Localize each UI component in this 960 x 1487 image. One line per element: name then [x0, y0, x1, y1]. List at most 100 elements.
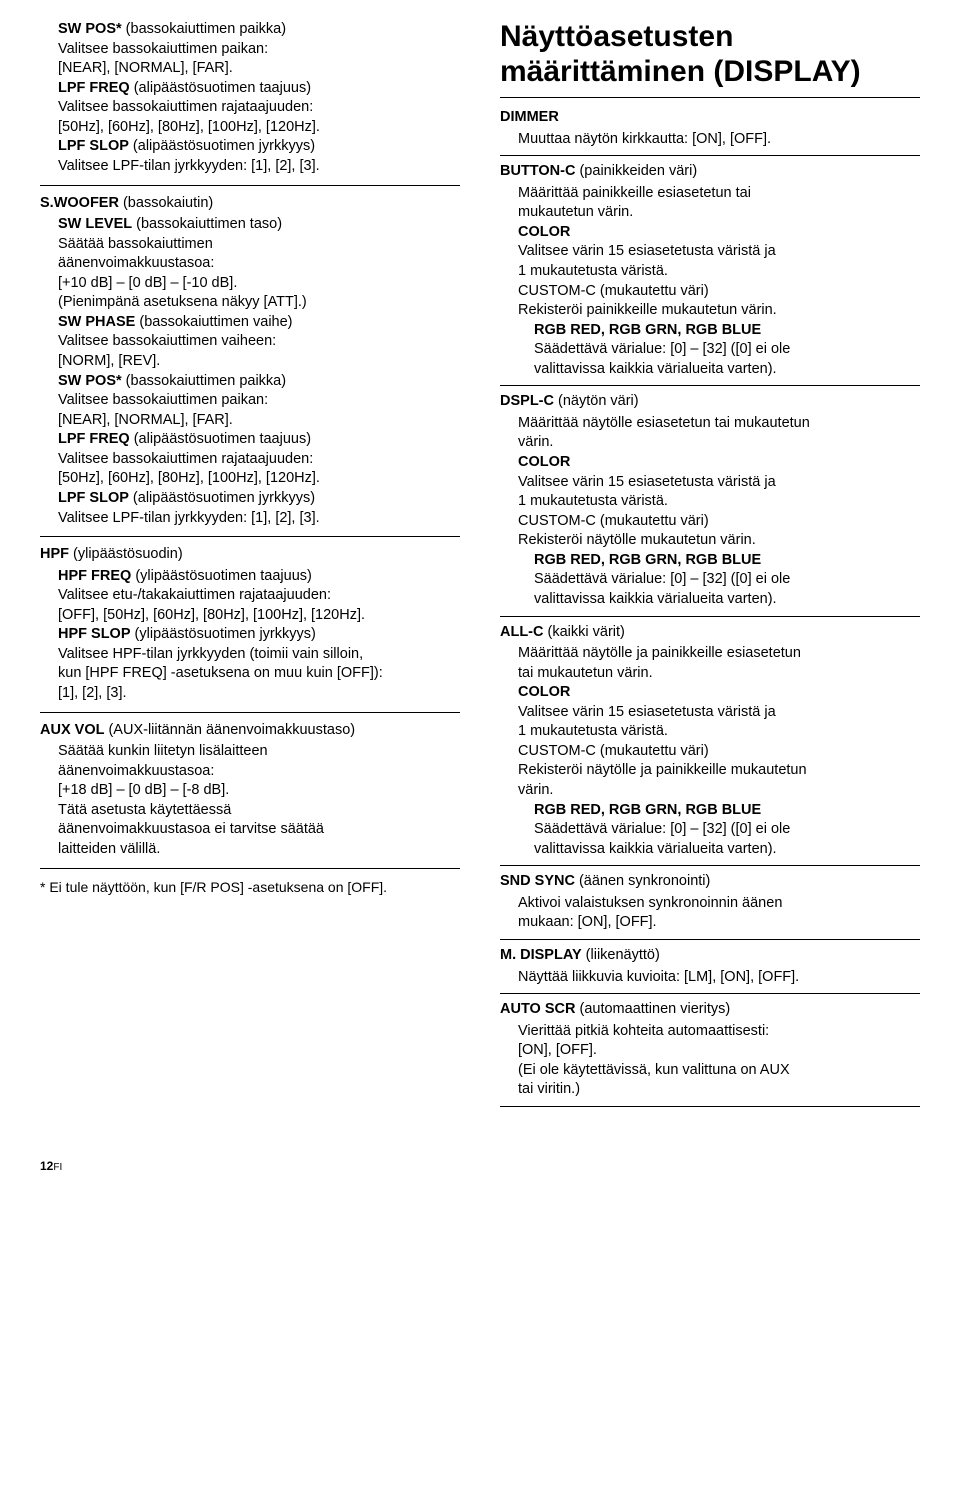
customc-head: CUSTOM-C (mukautettu väri) [518, 512, 920, 532]
line: mukautetun värin. [518, 203, 920, 223]
label: SW POS* [58, 373, 122, 389]
allc-head: ALL-C (kaikki värit) [500, 623, 920, 643]
line: [NEAR], [NORMAL], [FAR]. [58, 411, 460, 431]
buttonc-head: BUTTON-C (painikkeiden väri) [500, 162, 920, 182]
line: Valitsee etu-/takakaiuttimen rajataajuud… [58, 586, 460, 606]
right-column: Näyttöasetusten määrittäminen (DISPLAY) … [500, 20, 920, 1113]
line: [NEAR], [NORMAL], [FAR]. [58, 59, 460, 79]
line: [ON], [OFF]. [518, 1041, 920, 1061]
label: LPF SLOP [58, 138, 129, 154]
line: Säätää kunkin liitetyn lisälaitteen [58, 742, 460, 762]
desc: (bassokaiuttimen paikka) [122, 373, 286, 389]
line: äänenvoimakkuustasoa ei tarvitse säätää [58, 820, 460, 840]
line: (Ei ole käytettävissä, kun valittuna on … [518, 1061, 920, 1081]
separator [500, 616, 920, 617]
line: Valitsee bassokaiuttimen paikan: [58, 391, 460, 411]
separator [500, 1106, 920, 1107]
desc: (bassokaiuttimen taso) [132, 216, 282, 232]
line: valittavissa kaikkia värialueita varten)… [534, 590, 920, 610]
label: HPF SLOP [58, 626, 131, 642]
desc: (alipäästösuotimen jyrkkyys) [129, 490, 315, 506]
line: Valitsee värin 15 esiasetetusta väristä … [518, 703, 920, 723]
auxvol-head: AUX VOL (AUX-liitännän äänenvoimakkuusta… [40, 721, 460, 741]
line: Rekisteröi näytölle mukautetun värin. [518, 531, 920, 551]
sndsync-head: SND SYNC (äänen synkronointi) [500, 872, 920, 892]
hpf-head: HPF (ylipäästösuodin) [40, 545, 460, 565]
label: LPF FREQ [58, 80, 130, 96]
line: Valitsee LPF-tilan jyrkkyyden: [1], [2],… [58, 157, 460, 177]
line: värin. [518, 781, 920, 801]
autoscr-head: AUTO SCR (automaattinen vieritys) [500, 1000, 920, 1020]
line: Valitsee bassokaiuttimen rajataajuuden: [58, 450, 460, 470]
label: HPF FREQ [58, 568, 131, 584]
line: äänenvoimakkuustasoa: [58, 254, 460, 274]
dimmer-body: Muuttaa näytön kirkkautta: [ON], [OFF]. [518, 130, 920, 150]
line: Näyttää liikkuvia kuvioita: [LM], [ON], … [518, 968, 920, 988]
line: [50Hz], [60Hz], [80Hz], [100Hz], [120Hz]… [58, 469, 460, 489]
customc-head: CUSTOM-C (mukautettu väri) [518, 282, 920, 302]
line: Säätää bassokaiuttimen [58, 235, 460, 255]
line: Säädettävä värialue: [0] – [32] ([0] ei … [534, 340, 920, 360]
line: Rekisteröi painikkeille mukautetun värin… [518, 301, 920, 321]
separator [500, 939, 920, 940]
line: valittavissa kaikkia värialueita varten)… [534, 840, 920, 860]
line: [NORM], [REV]. [58, 352, 460, 372]
line: Määrittää näytölle esiasetetun tai mukau… [518, 414, 920, 434]
desc: (ylipäästösuotimen jyrkkyys) [131, 626, 316, 642]
block-swoofer: SW LEVEL (bassokaiuttimen taso) Säätää b… [40, 215, 460, 528]
line: Valitsee HPF-tilan jyrkkyyden (toimii va… [58, 645, 460, 665]
line: kun [HPF FREQ] -asetuksena on muu kuin [… [58, 664, 460, 684]
color-label: COLOR [518, 683, 920, 703]
block-auxvol: Säätää kunkin liitetyn lisälaitteen ääne… [40, 742, 460, 859]
line: värin. [518, 433, 920, 453]
line: Rekisteröi näytölle ja painikkeille muka… [518, 761, 920, 781]
line: Valitsee LPF-tilan jyrkkyyden: [1], [2],… [58, 509, 460, 529]
block-swpos: SW POS* (bassokaiuttimen paikka) Valitse… [40, 20, 460, 177]
line: valittavissa kaikkia värialueita varten)… [534, 360, 920, 380]
mdisplay-head: M. DISPLAY (liikenäyttö) [500, 946, 920, 966]
separator [40, 712, 460, 713]
desc: (ylipäästösuotimen taajuus) [131, 568, 312, 584]
left-column: SW POS* (bassokaiuttimen paikka) Valitse… [40, 20, 460, 1113]
separator [40, 185, 460, 186]
line: Valitsee bassokaiuttimen paikan: [58, 40, 460, 60]
line: Vierittää pitkiä kohteita automaattisest… [518, 1022, 920, 1042]
separator [500, 385, 920, 386]
line: [+18 dB] – [0 dB] – [-8 dB]. [58, 781, 460, 801]
label: LPF FREQ [58, 431, 130, 447]
line: tai viritin.) [518, 1080, 920, 1100]
page-number: 12FI [40, 1159, 920, 1173]
label: SW POS* [58, 21, 122, 37]
line: Valitsee bassokaiuttimen vaiheen: [58, 332, 460, 352]
color-label: COLOR [518, 223, 920, 243]
line: Valitsee värin 15 esiasetetusta väristä … [518, 242, 920, 262]
line: Säädettävä värialue: [0] – [32] ([0] ei … [534, 570, 920, 590]
separator [40, 536, 460, 537]
line: Valitsee bassokaiuttimen rajataajuuden: [58, 98, 460, 118]
separator [40, 868, 460, 869]
line: tai mukautetun värin. [518, 664, 920, 684]
separator [500, 155, 920, 156]
dimmer-head: DIMMER [500, 108, 920, 128]
rgb-label: RGB RED, RGB GRN, RGB BLUE [534, 321, 920, 341]
block-hpf: HPF FREQ (ylipäästösuotimen taajuus) Val… [40, 567, 460, 704]
separator [500, 993, 920, 994]
separator [500, 865, 920, 866]
desc: (alipäästösuotimen taajuus) [130, 80, 311, 96]
line: 1 mukautetusta väristä. [518, 722, 920, 742]
line: [50Hz], [60Hz], [80Hz], [100Hz], [120Hz]… [58, 118, 460, 138]
color-label: COLOR [518, 453, 920, 473]
line: Määrittää näytölle ja painikkeille esias… [518, 644, 920, 664]
line: Tätä asetusta käytettäessä [58, 801, 460, 821]
desc: (bassokaiuttimen vaihe) [135, 314, 292, 330]
line: mukaan: [ON], [OFF]. [518, 913, 920, 933]
line: [+10 dB] – [0 dB] – [-10 dB]. [58, 274, 460, 294]
line: (Pienimpänä asetuksena näkyy [ATT].) [58, 293, 460, 313]
customc-head: CUSTOM-C (mukautettu väri) [518, 742, 920, 762]
desc: (alipäästösuotimen jyrkkyys) [129, 138, 315, 154]
label: SW PHASE [58, 314, 135, 330]
line: Aktivoi valaistuksen synkronoinnin äänen [518, 894, 920, 914]
line: Valitsee värin 15 esiasetetusta väristä … [518, 473, 920, 493]
line: Määrittää painikkeille esiasetetun tai [518, 184, 920, 204]
line: [1], [2], [3]. [58, 684, 460, 704]
